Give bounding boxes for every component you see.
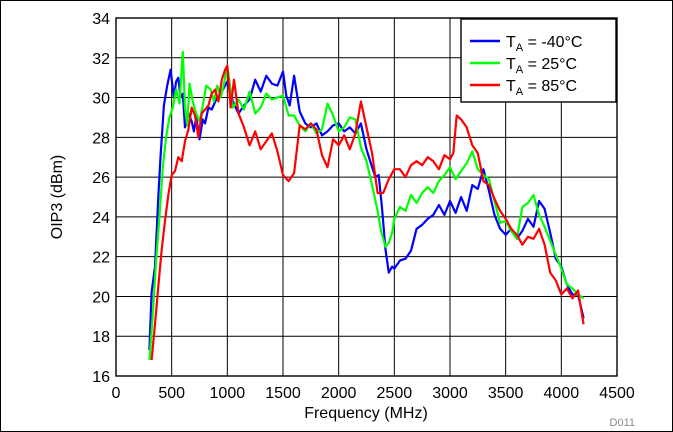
y-tick-label: 30 [92, 91, 110, 108]
legend-label-prefix: T [506, 34, 516, 51]
y-tick-label: 34 [92, 11, 110, 28]
x-axis-label: Frequency (MHz) [304, 405, 428, 422]
legend-label-2: TA = 25°C [506, 56, 577, 76]
y-tick-label: 18 [92, 329, 110, 346]
x-tick-label: 3500 [488, 385, 524, 402]
x-tick-label: 2000 [321, 385, 357, 402]
series-line-1 [148, 68, 585, 351]
legend-label-1: TA = -40°C [506, 34, 582, 54]
x-tick-labels: 0 500 1000 1500 2000 2500 3000 3500 4000 4500 [112, 385, 635, 402]
series-line-2 [148, 50, 585, 361]
y-tick-label: 28 [92, 130, 110, 147]
legend-label-prefix: T [506, 78, 516, 95]
legend-label-prefix: T [506, 56, 516, 73]
y-tick-label: 24 [92, 210, 110, 227]
x-tick-label: 2500 [377, 385, 413, 402]
x-tick-label: 3000 [432, 385, 468, 402]
y-tick-label: 16 [92, 369, 110, 386]
series-lines [148, 50, 585, 361]
x-tick-label: 500 [158, 385, 185, 402]
figure-id: D011 [610, 417, 635, 429]
x-tick-label: 0 [112, 385, 121, 402]
legend-entries: TA = -40°CTA = 25°CTA = 85°C [470, 34, 582, 98]
plot-area-border [115, 17, 618, 377]
y-tick-label: 22 [92, 250, 110, 267]
x-tick-label: 1500 [265, 385, 301, 402]
legend: TA = -40°CTA = 25°CTA = 85°C [460, 18, 617, 103]
legend-label-subscript: A [516, 64, 524, 76]
x-tick-label: 1000 [210, 385, 246, 402]
x-tick-label: 4000 [544, 385, 580, 402]
legend-label-suffix: = 25°C [523, 56, 577, 73]
y-tick-label: 20 [92, 289, 110, 306]
y-tick-label: 26 [92, 170, 110, 187]
y-tick-label: 32 [92, 51, 110, 68]
legend-label-subscript: A [516, 86, 524, 98]
legend-box [460, 18, 617, 103]
legend-label-subscript: A [516, 42, 524, 54]
y-tick-labels: 16 18 20 22 24 26 28 30 32 34 [92, 11, 110, 386]
legend-label-3: TA = 85°C [506, 78, 577, 98]
y-axis-label: OIP3 (dBm) [49, 155, 66, 239]
x-tick-label: 4500 [599, 385, 635, 402]
legend-label-suffix: = -40°C [523, 34, 582, 51]
legend-label-suffix: = 85°C [523, 78, 577, 95]
series-line-3 [150, 64, 585, 361]
